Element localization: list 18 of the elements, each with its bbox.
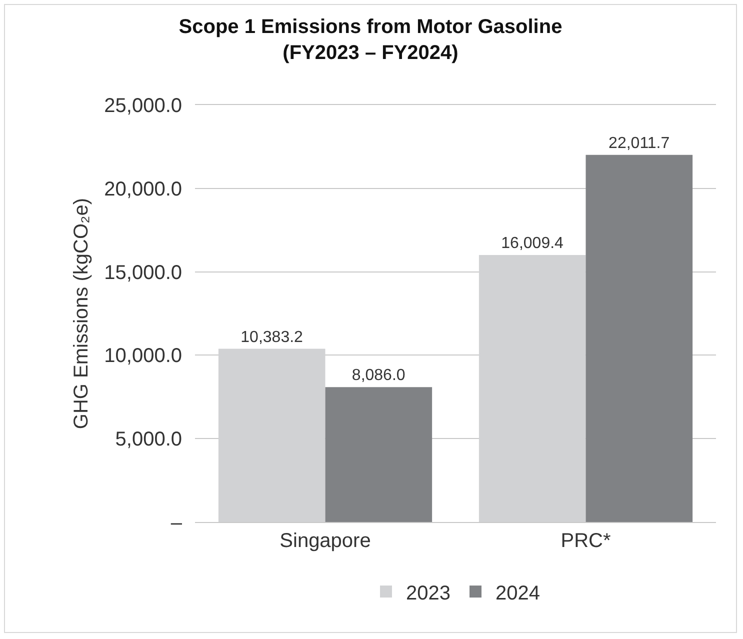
data-label: 10,383.2 [240,328,304,346]
bar [586,154,693,522]
y-axis-title: GHG Emissions (kgCO₂e) [70,198,93,430]
chart-title: Scope 1 Emissions from Motor Gasoline (FY2023 – FY2024) [178,16,562,64]
y-tick-label: 20,000.0 [104,178,182,200]
bar [325,387,432,522]
data-label: 8,086.0 [352,367,406,384]
data-label: 16,009.4 [501,234,564,252]
data-label: 22,011.7 [608,134,670,152]
legend-label: 2023 [406,582,450,604]
y-tick-label: 15,000.0 [104,262,182,284]
y-tick-label: – [170,512,183,534]
y-tick-label: 25,000.0 [104,95,182,117]
x-tick-label: Singapore [280,530,371,552]
legend-label: 2024 [496,582,540,604]
x-tick-label: PRC* [560,530,611,552]
y-tick-label: 5,000.0 [115,428,182,451]
y-tick-label: 10,000.0 [104,345,182,368]
